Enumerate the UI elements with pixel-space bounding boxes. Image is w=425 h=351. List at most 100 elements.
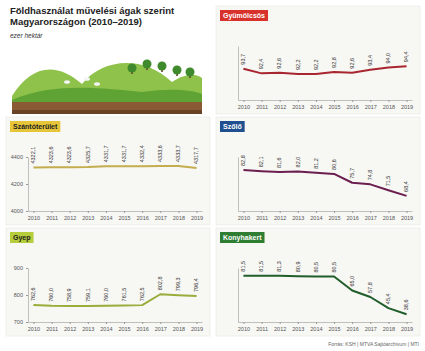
data-label: 762,6 xyxy=(30,287,36,301)
data-label: 4333,7 xyxy=(175,145,181,162)
x-axis-line xyxy=(29,322,203,323)
x-tick-label: 2014 xyxy=(310,326,322,332)
x-tick-label: 2012 xyxy=(274,104,286,110)
y-axis-line xyxy=(238,158,239,212)
x-tick: 2012 xyxy=(64,322,76,332)
background xyxy=(0,0,425,351)
illustration xyxy=(12,60,202,115)
x-tick: 2011 xyxy=(46,322,58,332)
x-tick-label: 2016 xyxy=(137,215,149,221)
y-axis: 700 800 900 xyxy=(14,265,29,325)
x-tick-label: 2019 xyxy=(401,326,413,332)
panel-title: Konyhakert xyxy=(223,234,262,242)
x-tick-mark xyxy=(262,211,263,213)
y-tick: 900 xyxy=(14,265,28,271)
x-tick: 2018 xyxy=(383,322,395,332)
data-label: 71,5 xyxy=(385,176,391,187)
plot: 7008009002010201120122013201420152016201… xyxy=(14,265,203,332)
data-label: 81,2 xyxy=(313,158,319,169)
x-tick-mark xyxy=(298,322,299,324)
y-tick-label: 4000 xyxy=(11,208,23,214)
x-tick-mark xyxy=(262,100,263,102)
x-tick-mark xyxy=(124,211,125,213)
data-label: 94,4 xyxy=(403,51,409,62)
marks xyxy=(33,294,196,306)
subtitle: ezer hektár xyxy=(10,32,43,39)
sheep xyxy=(84,77,90,81)
tree-crown xyxy=(186,68,195,77)
panel-title-bg xyxy=(220,121,245,132)
x-tick-label: 2017 xyxy=(365,104,377,110)
x-tick: 2014 xyxy=(100,211,112,221)
x-tick-mark xyxy=(334,322,335,324)
y-tick-label: 700 xyxy=(14,319,23,325)
x-axis: 2010201120122013201420152016201720182019 xyxy=(238,322,413,332)
tree-crown xyxy=(158,62,167,71)
title-line: Magyarországon (2010–2019) xyxy=(10,16,142,27)
x-tick-mark xyxy=(142,211,143,213)
data-label: 82,0 xyxy=(295,157,301,168)
data-label: 4333,6 xyxy=(157,145,163,162)
panel-background xyxy=(216,117,420,225)
data-label: 75,7 xyxy=(349,168,355,179)
x-tick: 2011 xyxy=(256,211,268,221)
y-tick: 4000 xyxy=(11,208,28,214)
tree-crown xyxy=(128,64,137,73)
x-tick-mark xyxy=(106,211,107,213)
panel: Gyümölcsös201020112012201320142015201620… xyxy=(216,6,420,114)
x-tick-mark xyxy=(243,211,244,213)
data-label: 92,2 xyxy=(313,59,319,70)
x-tick-mark xyxy=(370,211,371,213)
x-tick: 2019 xyxy=(191,322,203,332)
data-label: 80,5 xyxy=(331,262,337,273)
panel-title-box: Gyep xyxy=(10,232,34,243)
x-tick-mark xyxy=(243,322,244,324)
plot: 4000420044002010201120122013201420152016… xyxy=(11,145,203,221)
data-label: 82,1 xyxy=(258,157,264,168)
y-axis-line xyxy=(238,47,239,101)
x-tick: 2019 xyxy=(401,322,413,332)
x-tick-label: 2012 xyxy=(64,326,76,332)
data-label: 92,8 xyxy=(331,57,337,68)
x-tick-label: 2015 xyxy=(118,326,130,332)
x-tick-label: 2010 xyxy=(238,215,250,221)
y-axis-line xyxy=(28,269,29,323)
y-tick-label: 800 xyxy=(14,292,23,298)
y-tick: 4200 xyxy=(11,181,28,187)
sheep xyxy=(64,80,70,84)
data-label: 80,9 xyxy=(295,261,301,272)
x-tick: 2019 xyxy=(191,211,203,221)
y-tick-mark xyxy=(26,322,28,323)
data-line xyxy=(33,294,196,306)
title-line: Földhasználat művelési ágak szerint xyxy=(10,5,175,16)
x-tick: 2019 xyxy=(401,211,413,221)
x-tick-label: 2012 xyxy=(274,215,286,221)
marks xyxy=(243,276,406,315)
y-axis xyxy=(238,158,239,212)
panel-title-bg xyxy=(220,232,265,243)
x-tick-mark xyxy=(160,322,161,324)
x-tick-label: 2014 xyxy=(100,215,112,221)
data-label: 81,5 xyxy=(240,261,246,272)
x-tick-label: 2014 xyxy=(310,215,322,221)
data-labels: 82,882,181,682,081,280,675,774,871,568,4 xyxy=(240,155,409,192)
x-tick-label: 2019 xyxy=(401,104,413,110)
data-label: 38,6 xyxy=(403,300,409,311)
x-tick: 2016 xyxy=(347,100,359,110)
x-tick: 2017 xyxy=(365,322,377,332)
data-labels: 762,6760,0758,9759,1760,0761,5762,5802,8… xyxy=(30,276,199,302)
data-line xyxy=(33,166,196,168)
x-tick-mark xyxy=(334,100,335,102)
panel-title-bg xyxy=(10,121,60,132)
data-label: 4317,7 xyxy=(193,147,199,164)
x-tick-label: 2010 xyxy=(28,215,40,221)
x-tick: 2010 xyxy=(28,211,40,221)
x-tick-label: 2013 xyxy=(292,104,304,110)
x-tick: 2012 xyxy=(274,322,286,332)
x-tick-mark xyxy=(262,322,263,324)
x-tick: 2017 xyxy=(365,211,377,221)
x-tick-mark xyxy=(70,322,71,324)
y-axis: 400042004400 xyxy=(11,154,29,214)
x-tick-mark xyxy=(352,100,353,102)
x-tick-label: 2011 xyxy=(46,326,58,332)
